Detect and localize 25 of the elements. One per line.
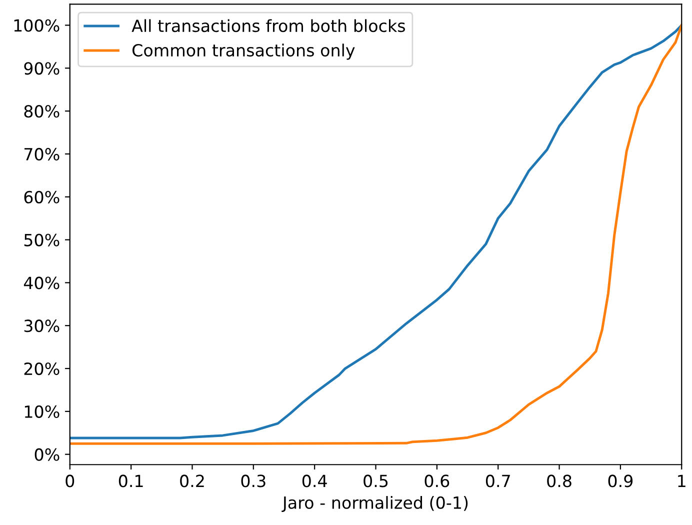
x-tick-label: 0.7 bbox=[486, 474, 510, 488]
x-tick-label: 0.3 bbox=[241, 474, 266, 488]
x-tick-label: 0.5 bbox=[364, 474, 388, 488]
legend-label: All transactions from both blocks bbox=[132, 19, 405, 32]
x-tick-label: 0 bbox=[66, 474, 74, 488]
x-tick-label: 0.4 bbox=[302, 474, 327, 488]
y-tick-label: 80% bbox=[24, 105, 60, 118]
x-tick-label: 0.1 bbox=[118, 474, 143, 488]
y-tick-label: 90% bbox=[24, 62, 60, 75]
x-tick-label: 0.8 bbox=[547, 474, 572, 488]
y-tick-label: 0% bbox=[34, 448, 60, 461]
y-tick-label: 20% bbox=[24, 362, 60, 376]
x-tick-label: 0.2 bbox=[180, 474, 204, 488]
legend-label: Common transactions only bbox=[132, 44, 355, 60]
y-tick-label: 10% bbox=[24, 405, 60, 418]
y-tick-label: 100% bbox=[14, 19, 60, 32]
y-tick-label: 40% bbox=[24, 276, 60, 290]
x-tick-label: 0.9 bbox=[608, 474, 633, 488]
x-axis-title: Jaro - normalized (0-1) bbox=[282, 496, 468, 512]
x-tick-label: 1 bbox=[678, 474, 686, 488]
y-tick-label: 50% bbox=[24, 234, 60, 246]
y-tick-label: 60% bbox=[24, 190, 60, 204]
y-tick-label: 30% bbox=[24, 320, 60, 332]
x-tick-label: 0.6 bbox=[424, 474, 450, 488]
y-tick-label: 70% bbox=[24, 148, 60, 161]
